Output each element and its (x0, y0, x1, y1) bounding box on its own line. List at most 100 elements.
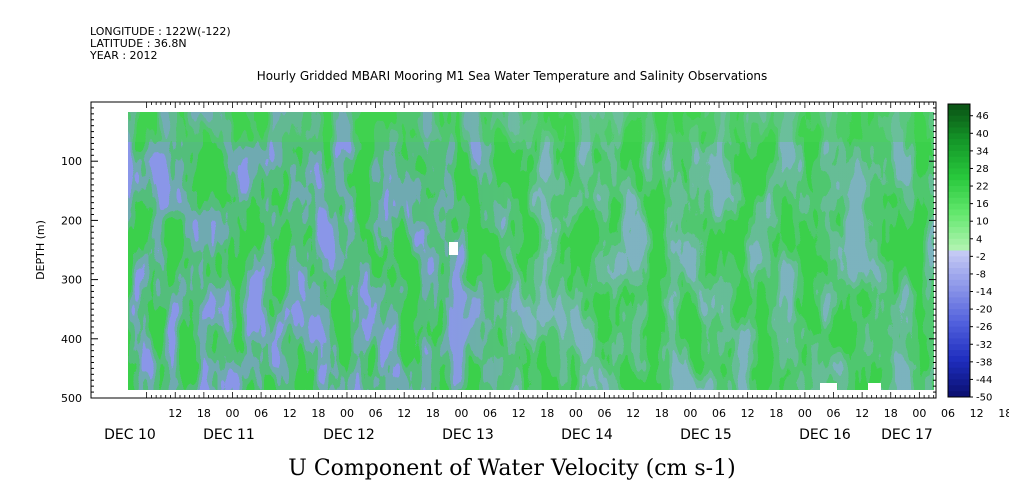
x-hour-tick-label: 06 (941, 407, 955, 420)
colorbar-segment (948, 355, 970, 363)
colorbar-tick-label: 16 (976, 199, 989, 210)
x-day-label: DEC 15 (680, 427, 732, 443)
colorbar-segment (948, 256, 970, 263)
colorbar-segment (948, 197, 970, 205)
colorbar-tick-label: -26 (976, 322, 992, 333)
x-hour-tick-label: 06 (483, 407, 497, 420)
x-hour-tick-label: 12 (626, 407, 640, 420)
x-hour-tick-label: 18 (426, 407, 440, 420)
y-axis: 100 200 300 400 500 (61, 107, 936, 405)
colorbar-segment (948, 367, 970, 375)
colorbar-segment (948, 133, 970, 140)
y-tick-label: 400 (61, 333, 82, 346)
colorbar-segment (948, 244, 970, 251)
x-day-label: DEC 12 (323, 427, 375, 443)
colorbar-segment (948, 104, 970, 111)
x-hour-tick-label: 18 (540, 407, 554, 420)
surface-band (128, 112, 934, 142)
missing-cell (820, 383, 837, 390)
x-day-label: DEC 17 (881, 427, 933, 443)
colorbar-segment (948, 314, 970, 322)
colorbar-segment (948, 109, 970, 117)
colorbar-tick-label: 28 (976, 164, 989, 175)
colorbar-segment (948, 203, 970, 210)
colorbar-segment (948, 273, 970, 281)
colorbar-segment (948, 127, 970, 134)
colorbar-segment (948, 221, 970, 228)
x-hour-tick-label: 12 (970, 407, 984, 420)
colorbar-tick-label: -38 (976, 357, 992, 368)
x-hour-tick-label: 18 (197, 407, 211, 420)
missing-cell (449, 242, 458, 255)
x-axis-label: U Component of Water Velocity (cm s-1) (288, 456, 735, 481)
colorbar-segment (948, 309, 970, 316)
colorbar-segment (948, 227, 970, 234)
colorbar-segment (948, 350, 970, 357)
colorbar-segment (948, 156, 970, 164)
colorbar-segment (948, 285, 970, 293)
colorbar-segment (948, 361, 970, 369)
colorbar-tick-label: -20 (976, 305, 992, 316)
colorbar-segment (948, 385, 970, 392)
x-day-label: DEC 14 (561, 427, 613, 443)
x-hour-tick-label: 06 (254, 407, 268, 420)
colorbar-segment (948, 303, 970, 310)
colorbar-tick-label: -2 (976, 252, 986, 263)
colorbar-segment (948, 326, 970, 334)
x-hour-tick-label: 06 (369, 407, 383, 420)
colorbar-segment (948, 121, 970, 128)
colorbar-tick-label: -50 (976, 393, 992, 404)
y-axis-label: DEPTH (m) (34, 220, 47, 280)
x-hour-tick-label: 12 (512, 407, 526, 420)
x-hour-tick-label: 00 (912, 407, 926, 420)
colorbar-segment (948, 279, 970, 287)
colorbar-segment (948, 238, 970, 246)
colorbar-segment (948, 338, 970, 345)
x-hour-tick-label: 06 (827, 407, 841, 420)
x-day-label: DEC 16 (799, 427, 851, 443)
heatmap-field (128, 112, 934, 390)
x-day-label: DEC 11 (203, 427, 255, 443)
year-label: YEAR : 2012 (89, 49, 158, 62)
x-hour-tick-label: 12 (283, 407, 297, 420)
colorbar-tick-label: 46 (976, 111, 989, 122)
colorbar-segment (948, 391, 970, 398)
missing-cell (868, 383, 881, 390)
x-hour-tick-label: 00 (225, 407, 239, 420)
colorbar-segment (948, 209, 970, 216)
colorbar-segment (948, 145, 970, 152)
colorbar-segment (948, 186, 970, 193)
x-hour-tick-label: 12 (397, 407, 411, 420)
colorbar-segment (948, 373, 970, 380)
colorbar-segment (948, 297, 970, 304)
colorbar-segment (948, 250, 970, 257)
colorbar: 46 40 34 28 22 16 10 4 -2 -8 -14 -20 -26 -32 -38 -44 -50 (947, 103, 992, 404)
colorbar-segment (948, 174, 970, 181)
x-hour-tick-label: 00 (798, 407, 812, 420)
y-tick-label: 100 (61, 155, 82, 168)
colorbar-tick-label: 40 (976, 129, 989, 140)
colorbar-tick-label: -44 (976, 375, 992, 386)
colorbar-segment (948, 379, 970, 386)
colorbar-segment (948, 232, 970, 240)
longitude-label: LONGITUDE : 122W(-122) (90, 25, 231, 38)
y-tick-label: 300 (61, 274, 82, 287)
colorbar-segment (948, 168, 970, 175)
colorbar-tick-label: 4 (976, 234, 982, 245)
colorbar-tick-label: -8 (976, 269, 986, 280)
x-hour-tick-label: 00 (340, 407, 354, 420)
colorbar-segment (948, 150, 970, 158)
colorbar-segment (948, 180, 970, 187)
heatmap-positive-blobs (128, 112, 934, 390)
colorbar-segment (948, 344, 970, 351)
colorbar-segment (948, 115, 970, 123)
x-hour-tick-label: 00 (569, 407, 583, 420)
colorbar-segment (948, 262, 970, 269)
x-hour-tick-label: 06 (598, 407, 612, 420)
colorbar-tick-label: 22 (976, 182, 989, 193)
y-tick-label: 200 (61, 214, 82, 227)
colorbar-segment (948, 291, 970, 298)
x-hour-tick-label: 18 (311, 407, 325, 420)
colorbar-segment (948, 215, 970, 222)
colorbar-segment (948, 191, 970, 199)
